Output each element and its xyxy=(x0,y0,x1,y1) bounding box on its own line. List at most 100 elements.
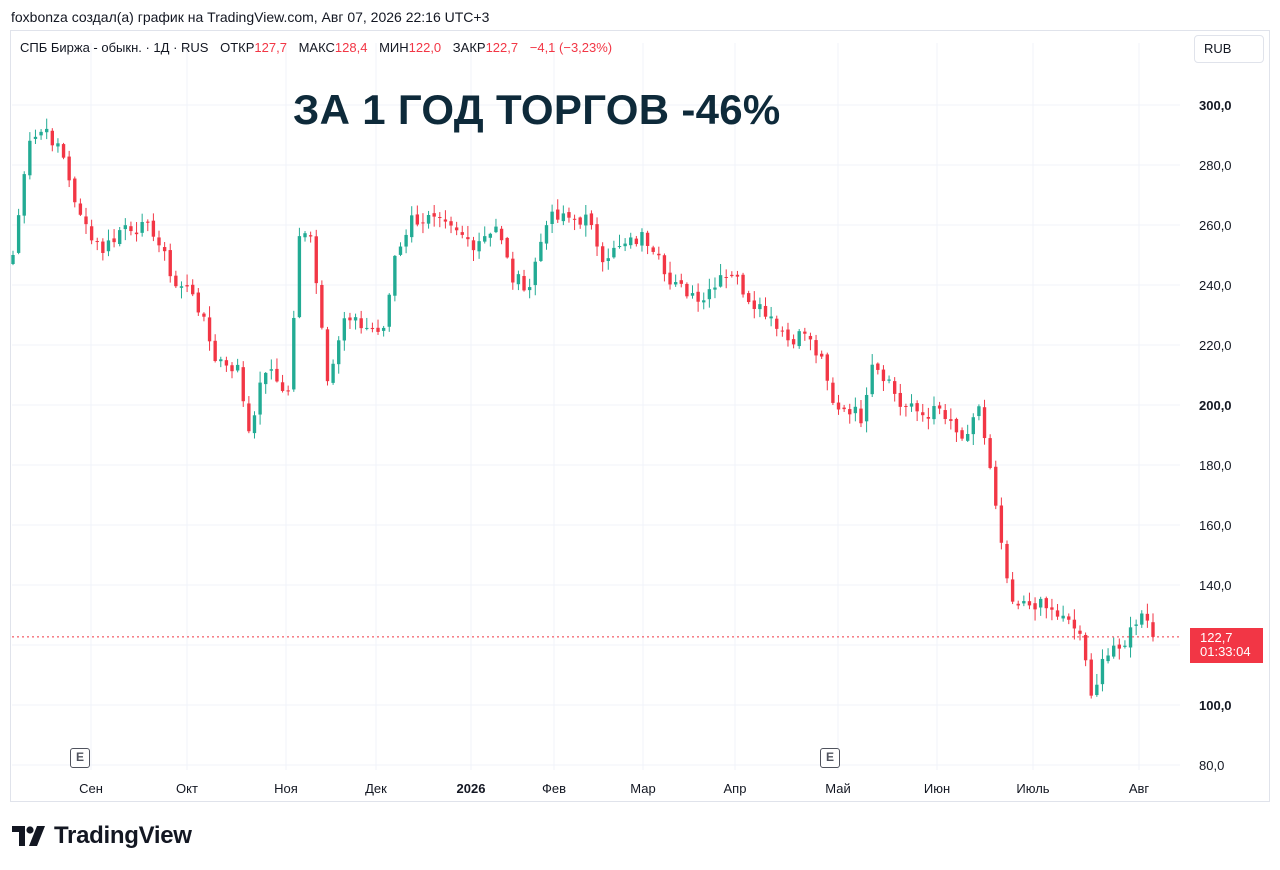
candle-body xyxy=(331,363,335,383)
candle-body xyxy=(140,222,144,233)
candle-body xyxy=(56,143,60,147)
candle-body xyxy=(780,330,785,332)
candle-body xyxy=(791,339,796,345)
candle-body xyxy=(89,226,94,241)
candle-body xyxy=(207,317,212,342)
candle-body xyxy=(483,236,487,242)
x-tick-label: Окт xyxy=(176,781,198,796)
candle-body xyxy=(325,329,330,382)
candle-body xyxy=(589,213,594,226)
candle-body xyxy=(735,274,740,277)
candle-body xyxy=(499,228,504,241)
candle-body xyxy=(1089,659,1093,696)
candle-body xyxy=(702,300,706,303)
candle-body xyxy=(746,293,751,303)
candle-body xyxy=(1123,645,1127,647)
candle-body xyxy=(488,233,493,238)
candle-body xyxy=(219,359,223,362)
earnings-marker[interactable]: E xyxy=(820,748,840,768)
candle-body xyxy=(819,353,824,357)
candle-body xyxy=(797,331,801,347)
candle-body xyxy=(977,406,981,417)
symbol-legend[interactable]: СПБ Биржа - обыкн. · 1Д · RUS ОТКР127,7 … xyxy=(20,40,612,55)
candle-body xyxy=(679,280,683,284)
last-price-value: 122,7 xyxy=(1200,630,1233,645)
candle-body xyxy=(1022,601,1026,604)
candle-body xyxy=(971,417,975,435)
x-tick-label: Дек xyxy=(365,781,387,796)
candle-body xyxy=(511,258,515,283)
symbol-title: СПБ Биржа - обыкн. · 1Д · RUS xyxy=(20,40,209,55)
candle-body xyxy=(112,238,116,243)
x-axis: Сен Окт Ноя Дек 2026 Фев Мар Апр Май Июн Июль Авг xyxy=(79,781,1149,796)
candle-body xyxy=(1033,603,1037,610)
candle-body xyxy=(258,382,262,415)
candle-body xyxy=(235,364,240,371)
candle-body xyxy=(842,407,846,410)
candle-body xyxy=(432,213,436,217)
candle-body xyxy=(1083,634,1088,661)
candle-body xyxy=(561,213,566,222)
candle-body xyxy=(662,255,667,275)
candle-body xyxy=(118,230,122,244)
candle-body xyxy=(1044,598,1048,609)
candle-body xyxy=(1117,644,1121,649)
candle-body xyxy=(191,284,195,295)
candle-body xyxy=(224,360,229,366)
tradingview-logo[interactable]: TradingView xyxy=(12,822,192,850)
candle-body xyxy=(1055,610,1060,617)
high-label: МАКС xyxy=(298,40,335,55)
candle-body xyxy=(443,219,448,222)
x-tick-label: 2026 xyxy=(457,781,486,796)
close-label: ЗАКР xyxy=(452,40,486,55)
candle-body xyxy=(101,241,105,253)
candle-body xyxy=(578,217,582,225)
y-tick-label: 100,0 xyxy=(1199,698,1232,713)
candle-body xyxy=(1095,684,1099,696)
x-tick-label: Апр xyxy=(724,781,747,796)
candle-body xyxy=(584,214,588,226)
candle-body xyxy=(129,226,133,232)
candle-body xyxy=(320,284,324,328)
candle-body xyxy=(157,237,161,246)
candle-body xyxy=(825,354,829,381)
candle-body xyxy=(348,317,352,321)
candle-body xyxy=(241,367,245,402)
candle-body xyxy=(134,232,139,235)
candle-body xyxy=(550,211,554,224)
candle-body xyxy=(775,318,779,329)
currency-button[interactable]: RUB xyxy=(1194,35,1264,63)
candle-body xyxy=(965,433,970,441)
candle-body xyxy=(1112,645,1116,657)
candle-body xyxy=(95,241,99,243)
candle-body xyxy=(982,407,987,439)
candle-body xyxy=(1078,630,1082,634)
candle-body xyxy=(769,316,773,319)
candle-body xyxy=(1005,543,1009,579)
candle-body xyxy=(1151,622,1155,637)
candle-body xyxy=(1016,603,1020,606)
candle-body xyxy=(466,237,470,240)
candle-body xyxy=(123,225,127,230)
y-tick-label: 200,0 xyxy=(1199,398,1232,413)
candle-body xyxy=(544,225,549,244)
candle-body xyxy=(713,287,717,290)
candle-body xyxy=(567,212,571,218)
candle-body xyxy=(1027,601,1032,606)
candle-body xyxy=(988,438,992,468)
candle-body xyxy=(572,218,577,220)
candle-body xyxy=(724,276,728,278)
candle-body xyxy=(230,365,234,372)
candle-body xyxy=(33,136,38,139)
candle-body xyxy=(61,144,66,158)
candle-body xyxy=(67,156,71,181)
y-tick-label: 180,0 xyxy=(1199,458,1232,473)
candle-body xyxy=(1100,658,1105,685)
earnings-marker[interactable]: E xyxy=(70,748,90,768)
candle-body xyxy=(505,237,509,258)
candle-body xyxy=(1134,624,1138,626)
candle-body xyxy=(848,409,852,415)
high-value: 128,4 xyxy=(334,40,368,55)
candle-body xyxy=(146,221,150,223)
